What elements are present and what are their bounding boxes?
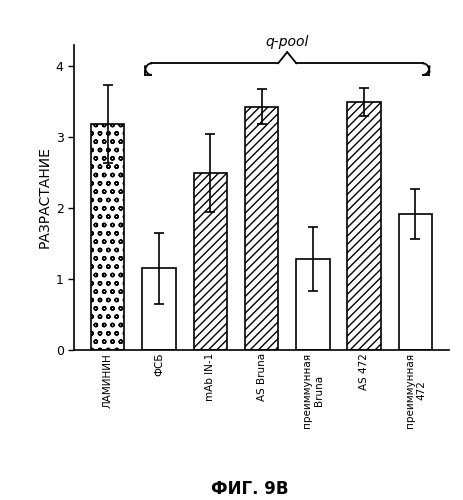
Bar xyxy=(143,268,176,350)
Bar xyxy=(347,102,381,350)
Bar xyxy=(91,124,125,350)
Text: q-pool: q-pool xyxy=(266,36,309,50)
Bar xyxy=(296,259,330,350)
Y-axis label: РАЗРАСТАНИЕ: РАЗРАСТАНИЕ xyxy=(38,146,51,248)
Text: ФИГ. 9В: ФИГ. 9В xyxy=(211,480,289,498)
Bar xyxy=(399,214,432,350)
Bar xyxy=(245,106,278,350)
Bar xyxy=(194,172,227,350)
